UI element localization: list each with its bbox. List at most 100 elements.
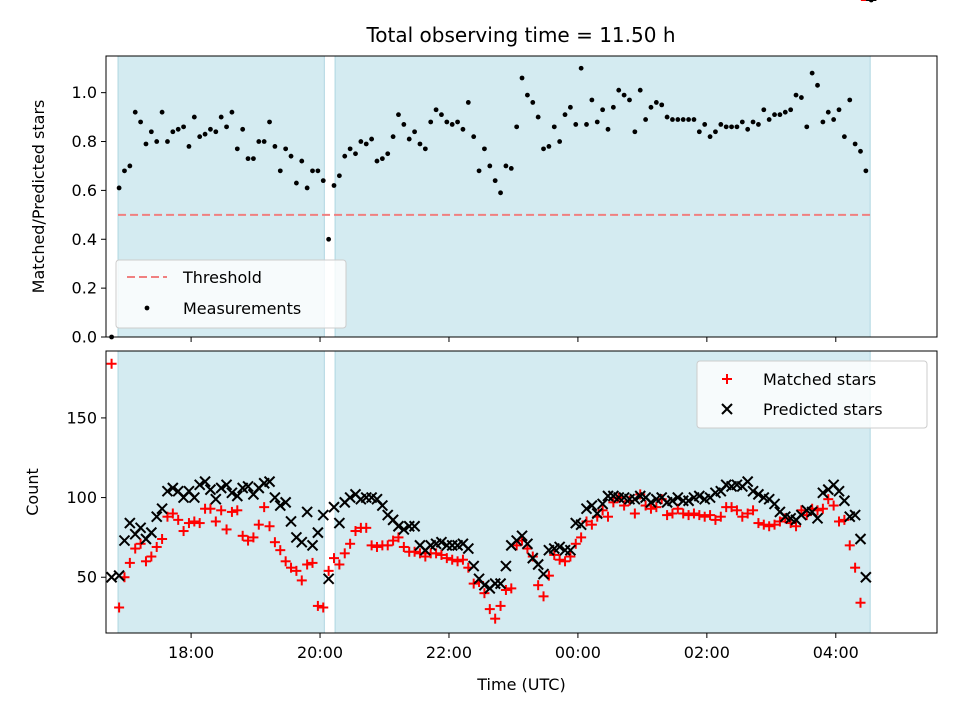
measurement-point <box>439 112 444 118</box>
measurement-point <box>766 117 772 122</box>
predicted-star-point <box>285 515 297 528</box>
predicted-star-point <box>817 487 829 499</box>
matched-star-point <box>780 513 791 524</box>
measurement-point <box>293 180 299 186</box>
measurement-point <box>621 92 627 98</box>
matched-star-point <box>140 556 151 567</box>
measurement-point <box>288 153 294 159</box>
matched-legend-swatch <box>722 374 732 384</box>
matched-star-point <box>178 526 189 537</box>
matched-star-point <box>329 553 340 564</box>
predicted-star-point <box>242 480 254 493</box>
measurement-point <box>820 119 826 125</box>
matched-star-point <box>431 548 442 559</box>
measurement-point <box>181 124 186 130</box>
measurement-point <box>471 134 477 140</box>
predicted-star-point <box>580 503 593 515</box>
measurement-point <box>627 97 632 103</box>
matched-star-point <box>710 514 721 525</box>
predicted-star-point <box>629 493 641 505</box>
matched-star-point <box>715 511 726 522</box>
observing-window-1 <box>117 350 325 634</box>
measurement-point <box>503 163 509 169</box>
measurement-point <box>809 70 815 76</box>
measurement-point <box>127 163 133 169</box>
count-y-tick-label: 150 <box>66 408 97 427</box>
matched-star-point <box>667 508 678 519</box>
matched-star-point <box>275 545 286 556</box>
matched-star-point <box>409 546 420 557</box>
measurement-point <box>444 119 450 125</box>
measurement-point <box>578 65 584 71</box>
measurement-point <box>326 236 332 242</box>
matched-star-point <box>570 538 581 549</box>
predicted-star-point <box>193 479 206 491</box>
measurement-point <box>525 92 530 98</box>
measurement-point <box>535 114 541 120</box>
measurement-point <box>815 82 820 88</box>
matched-star-point <box>758 519 769 530</box>
matched-star-point <box>468 578 479 589</box>
measurement-point <box>154 139 160 144</box>
matched-star-point <box>683 510 694 521</box>
measurement-point <box>691 117 697 122</box>
ratio-y-tick-label: 0.2 <box>72 279 97 298</box>
time-x-tick-label: 04:00 <box>813 643 859 662</box>
predicted-star-point <box>645 496 657 509</box>
matched-star-point <box>398 541 409 552</box>
measurement-point <box>546 144 552 149</box>
matched-star-point <box>608 497 619 508</box>
matched-star-point <box>243 535 254 546</box>
matched-star-point <box>855 597 866 608</box>
matched-star-point <box>533 580 544 591</box>
matched-star-point <box>312 600 323 611</box>
measurement-point <box>589 97 595 103</box>
measurement-point <box>342 153 348 159</box>
predicted-star-point <box>811 512 824 524</box>
ratio-plot-frame <box>105 55 938 338</box>
measurement-point <box>170 129 176 135</box>
measurement-point <box>208 126 213 132</box>
measurement-point <box>261 139 267 144</box>
measurement-point <box>610 104 616 110</box>
measurement-point <box>460 126 466 132</box>
ratio-legend: Threshold Measurements <box>115 259 347 329</box>
measurement-point <box>852 141 858 147</box>
matched-star-point <box>791 521 802 532</box>
matched-star-point <box>576 532 587 543</box>
measurement-point <box>336 173 342 179</box>
matched-star-point <box>522 543 533 554</box>
matched-star-point <box>565 551 576 562</box>
measurement-point <box>772 112 777 118</box>
matched-star-point <box>114 602 125 613</box>
predicted-star-point <box>532 558 544 571</box>
matched-legend-marker <box>722 374 732 384</box>
matched-star-point <box>586 519 597 530</box>
measurement-point <box>729 124 734 130</box>
predicted-legend-label: Predicted stars <box>763 400 883 419</box>
predicted-legend-marker <box>721 403 733 415</box>
count-y-axis-label: Count <box>23 468 42 516</box>
measurement-point <box>310 168 315 174</box>
measurement-point <box>707 134 713 140</box>
measurement-point <box>422 146 428 152</box>
matched-star-point <box>452 556 463 567</box>
measurement-point <box>148 129 154 135</box>
measurement-point <box>804 124 810 130</box>
ratio-y-tick-label: 1.0 <box>72 83 97 102</box>
measurement-point <box>406 136 412 142</box>
measurement-point <box>412 129 417 135</box>
measurement-point <box>788 107 794 113</box>
matched-star-point <box>495 600 506 611</box>
matched-star-point <box>828 500 839 511</box>
measurement-point <box>224 124 229 130</box>
predicted-star-point <box>296 536 308 548</box>
predicted-star-point <box>226 487 238 499</box>
matched-star-point <box>742 508 753 519</box>
matched-star-point <box>189 516 200 527</box>
predicted-star-point <box>204 483 217 496</box>
matched-star-point <box>490 613 501 624</box>
measurement-point <box>347 146 353 152</box>
matched-star-point <box>350 526 361 537</box>
predicted-star-point <box>161 485 174 497</box>
